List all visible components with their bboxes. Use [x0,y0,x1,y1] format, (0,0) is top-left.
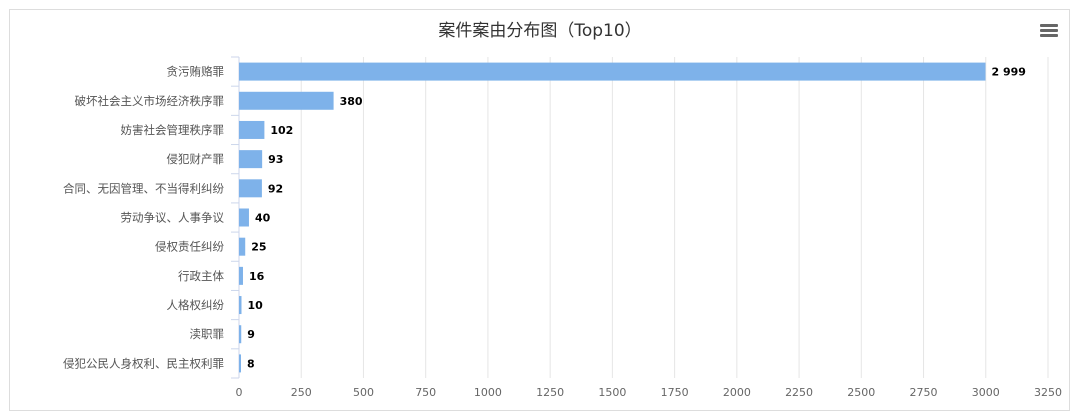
bar[interactable] [239,354,241,373]
x-tick-label: 3250 [1034,386,1062,399]
bar[interactable] [239,325,242,344]
category-label: 合同、无因管理、不当得利纠纷 [63,181,224,195]
data-label: 92 [268,182,283,195]
x-tick-label: 2250 [785,386,813,399]
x-tick-label: 500 [353,386,374,399]
data-label: 2 999 [992,66,1026,79]
x-tick-label: 2000 [723,386,751,399]
x-tick-label: 2500 [847,386,875,399]
category-label: 贪污贿赂罪 [167,65,225,79]
category-label: 渎职罪 [190,327,225,341]
category-label: 行政主体 [178,269,224,283]
x-tick-label: 250 [291,386,312,399]
category-label: 侵犯公民人身权利、民主权利罪 [63,356,224,370]
x-tick-label: 1500 [598,386,626,399]
bar[interactable] [239,208,249,227]
data-label: 380 [340,95,363,108]
data-label: 9 [247,328,255,341]
bar[interactable] [239,296,242,315]
bar[interactable] [239,266,243,285]
x-tick-label: 2750 [910,386,938,399]
x-tick-label: 1000 [474,386,502,399]
bar[interactable] [239,150,263,169]
x-tick-label: 1250 [536,386,564,399]
data-label: 8 [247,357,255,370]
category-label: 劳动争议、人事争议 [121,211,225,225]
category-label: 人格权纠纷 [167,298,225,312]
category-label: 侵犯财产罪 [167,152,225,166]
bar[interactable] [239,62,986,81]
data-label: 93 [268,153,283,166]
bar[interactable] [239,91,334,110]
data-label: 16 [249,270,265,283]
data-label: 25 [251,241,266,254]
category-label: 妨害社会管理秩序罪 [121,123,225,137]
data-label: 102 [270,124,293,137]
hamburger-menu-icon[interactable] [1038,22,1060,40]
bar[interactable] [239,120,265,139]
x-tick-label: 0 [236,386,243,399]
x-tick-label: 3000 [972,386,1000,399]
data-label: 10 [247,299,263,312]
category-label: 破坏社会主义市场经济秩序罪 [75,94,225,108]
bar[interactable] [239,179,262,198]
bar[interactable] [239,237,246,256]
x-tick-label: 750 [415,386,436,399]
category-label: 侵权责任纠纷 [155,240,224,254]
x-tick-label: 1750 [661,386,689,399]
chart-title: 案件案由分布图（Top10） [438,21,642,41]
data-label: 40 [255,212,271,225]
